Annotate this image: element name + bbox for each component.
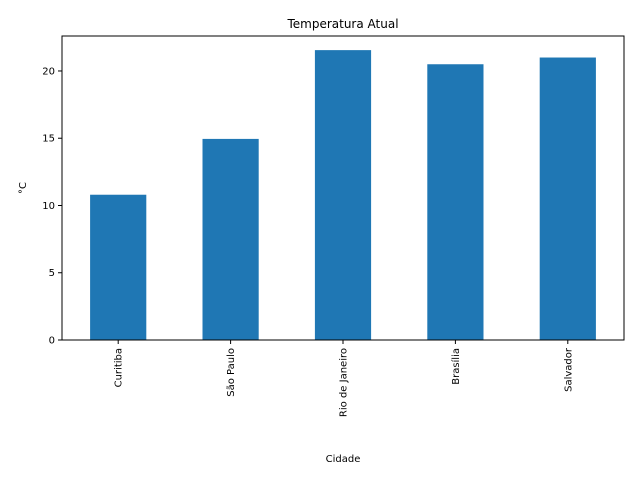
x-axis-label: Cidade xyxy=(326,454,361,465)
y-tick-label-3: 15 xyxy=(42,134,55,145)
bars-group xyxy=(90,50,596,340)
bar-1 xyxy=(202,138,259,340)
x-tick-label-1: São Paulo xyxy=(226,348,237,397)
y-axis-label: °C xyxy=(18,182,29,194)
bar-0 xyxy=(90,194,147,340)
y-ticks: 0 5 10 15 20 xyxy=(42,66,62,347)
y-tick-label-4: 20 xyxy=(42,66,55,77)
x-tick-label-3: Brasília xyxy=(450,348,462,385)
x-tick-label-0: Curitiba xyxy=(114,348,125,387)
bar-2 xyxy=(314,50,372,340)
x-tick-label-2: Rio de Janeiro xyxy=(339,348,350,417)
chart-title: Temperatura Atual xyxy=(286,17,398,31)
y-tick-label-0: 0 xyxy=(49,336,55,347)
x-ticks: Curitiba São Paulo Rio de Janeiro Brasília S… xyxy=(114,340,574,417)
x-tick-label-4: Salvador xyxy=(563,347,574,392)
plot-frame xyxy=(61,35,625,341)
bar-3 xyxy=(427,64,484,340)
y-tick-label-1: 5 xyxy=(49,268,55,279)
bar-4 xyxy=(539,57,596,340)
y-tick-label-2: 10 xyxy=(42,201,55,212)
